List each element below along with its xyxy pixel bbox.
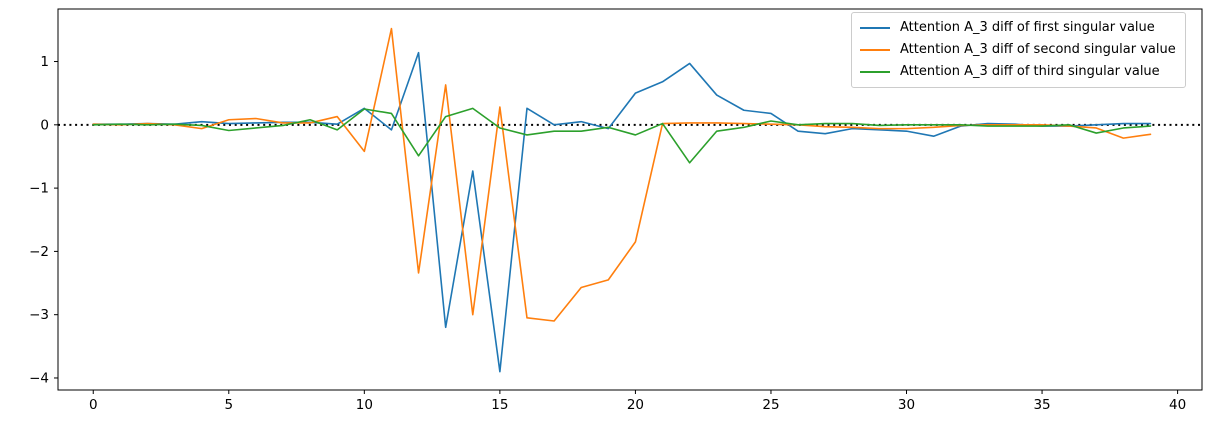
x-tick-label: 5 — [224, 397, 233, 413]
x-tick-label: 40 — [1169, 397, 1186, 413]
x-tick-label: 25 — [762, 397, 779, 413]
y-tick-label: −3 — [29, 307, 49, 323]
legend: Attention A_3 diff of first singular val… — [851, 12, 1186, 88]
series-line-first — [92, 51, 1152, 373]
legend-line-swatch-first — [860, 26, 890, 30]
legend-label-second: Attention A_3 diff of second singular va… — [900, 42, 1176, 57]
legend-label-third: Attention A_3 diff of third singular val… — [900, 64, 1160, 79]
y-tick-label: −2 — [29, 244, 49, 260]
y-tick-label: 1 — [40, 54, 49, 70]
x-tick-label: 15 — [491, 397, 508, 413]
y-tick-label: 0 — [40, 117, 49, 133]
x-tick-label: 30 — [898, 397, 915, 413]
legend-entry-second: Attention A_3 diff of second singular va… — [860, 40, 1176, 60]
legend-entry-third: Attention A_3 diff of third singular val… — [860, 62, 1176, 82]
x-tick-label: 0 — [89, 397, 98, 413]
legend-label-first: Attention A_3 diff of first singular val… — [900, 20, 1155, 35]
legend-line-swatch-third — [860, 70, 890, 74]
x-tick-label: 20 — [627, 397, 644, 413]
series-line-third — [92, 107, 1152, 164]
legend-entry-first: Attention A_3 diff of first singular val… — [860, 18, 1176, 38]
x-tick-label: 35 — [1033, 397, 1050, 413]
y-tick-label: −1 — [29, 181, 49, 197]
x-tick-label: 10 — [356, 397, 373, 413]
legend-line-swatch-second — [860, 48, 890, 52]
axes-spines — [57, 8, 1203, 391]
y-tick-label: −4 — [29, 370, 49, 386]
